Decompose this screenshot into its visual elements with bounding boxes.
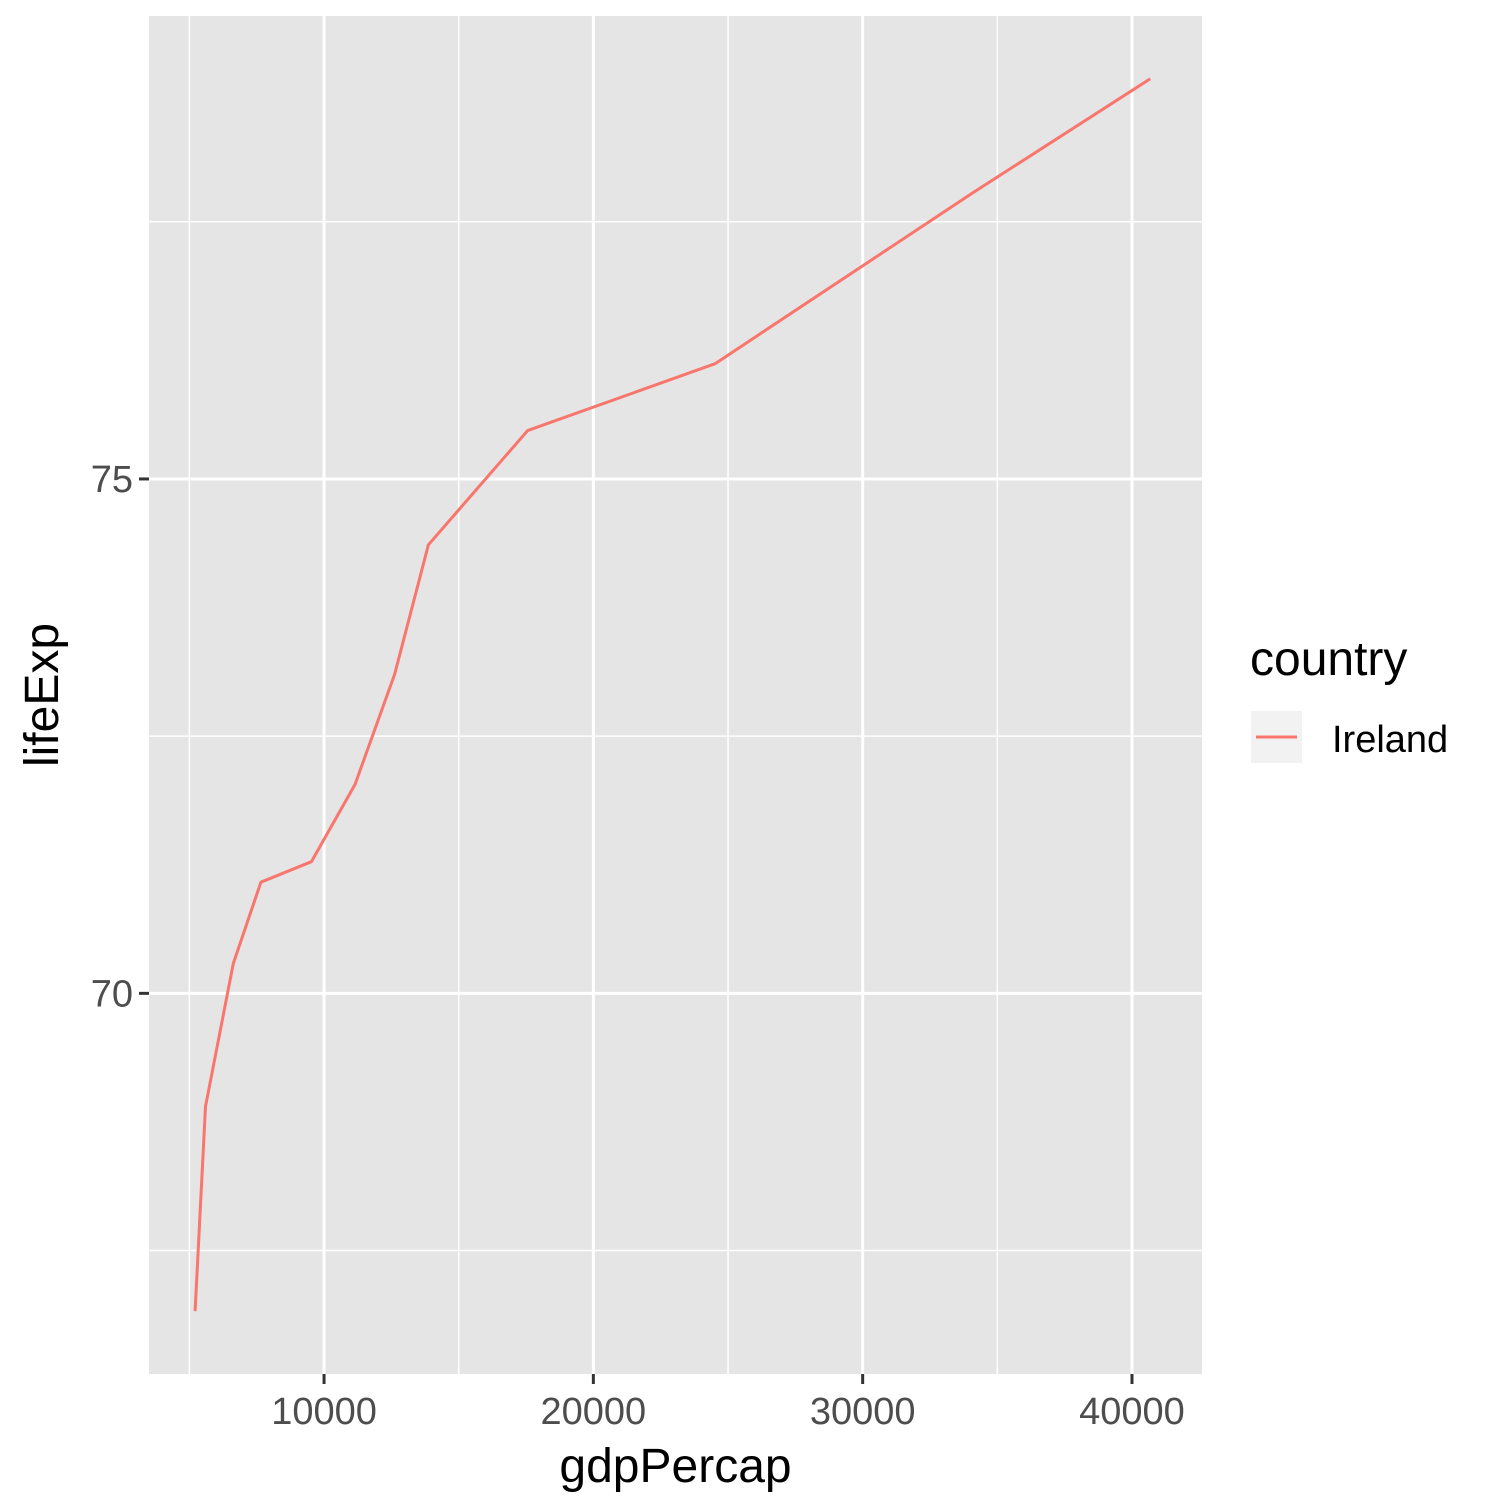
x-axis-title: gdpPercap bbox=[559, 1440, 791, 1493]
y-tick-label: 75 bbox=[91, 459, 133, 501]
series-layer bbox=[193, 77, 1152, 1312]
y-axis-title: lifeExp bbox=[16, 623, 69, 767]
y-tick-label: 70 bbox=[91, 973, 133, 1015]
x-tick-label: 30000 bbox=[810, 1391, 916, 1433]
series-line-ireland bbox=[193, 77, 1152, 1312]
legend: country Ireland bbox=[1250, 633, 1448, 763]
x-tick-label: 10000 bbox=[271, 1391, 377, 1433]
x-tick-label: 40000 bbox=[1079, 1391, 1185, 1433]
plot-panel bbox=[149, 16, 1202, 1374]
x-axis: 10000 20000 30000 40000 bbox=[271, 1374, 1185, 1433]
y-axis: 70 75 bbox=[91, 459, 149, 1015]
legend-label-ireland: Ireland bbox=[1332, 719, 1448, 761]
legend-title: country bbox=[1250, 633, 1407, 686]
grid-major bbox=[149, 16, 1202, 1374]
x-tick-label: 20000 bbox=[541, 1391, 647, 1433]
